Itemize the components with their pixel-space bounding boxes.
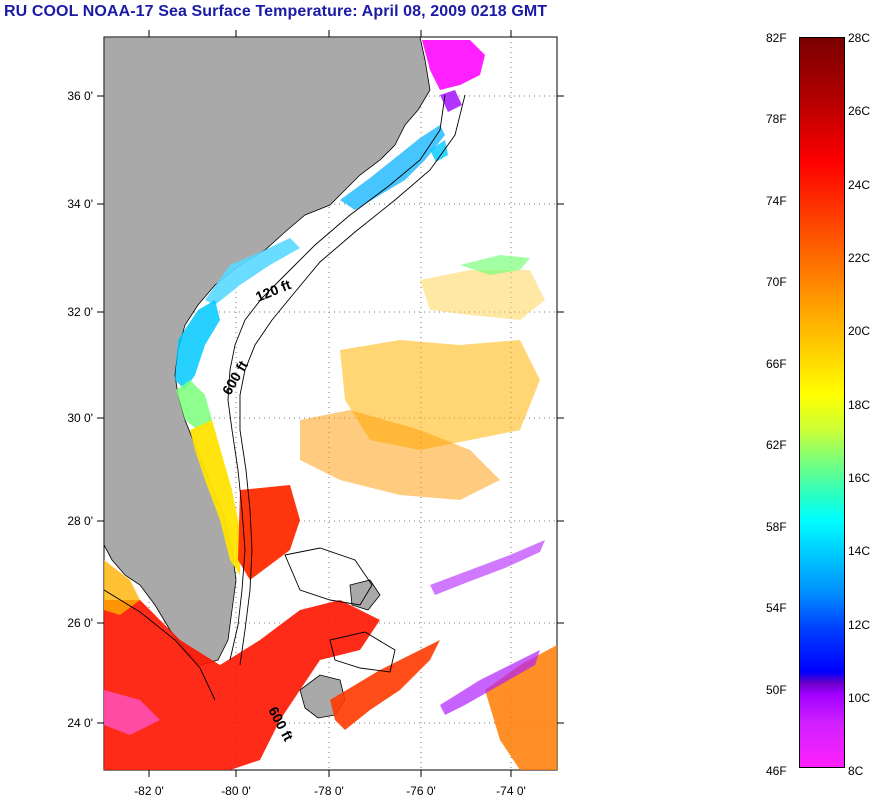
colorbar-f-label: 54F [766,601,787,615]
colorbar-f-label: 74F [766,194,787,208]
colorbar-c-label: 20C [848,324,871,338]
colorbar-f-label: 66F [766,357,787,371]
colorbar-c-label: 14C [848,544,871,558]
colorbar-c-label: 26C [848,104,871,118]
colorbar-c-label: 16C [848,471,871,485]
lat-label: 34 0' [67,197,93,211]
colorbar-c-label: 24C [848,178,871,192]
colorbar-f-label: 82F [766,31,787,45]
colorbar-f-label: 70F [766,275,787,289]
sst-data [104,40,557,770]
lon-label: -78 0' [314,784,344,798]
colorbar-f-label: 78F [766,112,787,126]
lat-label: 32 0' [67,305,93,319]
colorbar-f-label: 58F [766,520,787,534]
lat-label: 28 0' [67,514,93,528]
lon-label: -82 0' [134,784,164,798]
axis-ticks [97,30,564,777]
colorbar-c-label: 18C [848,398,871,412]
colorbar-c-label: 22C [848,251,871,265]
lat-label: 24 0' [67,716,93,730]
lon-label: -74 0' [496,784,526,798]
colorbar-c-label: 28C [848,31,871,45]
lon-label: -76 0' [406,784,436,798]
colorbar-f-label: 50F [766,683,787,697]
lat-label: 36 0' [67,89,93,103]
map-title: RU COOL NOAA-17 Sea Surface Temperature:… [4,3,548,20]
colorbar-f-label: 46F [766,764,787,778]
lat-label: 30 0' [67,411,93,425]
lon-label: -80 0' [221,784,251,798]
island-bahamas [349,579,381,611]
depth-contours [103,94,466,701]
temperature-colorbar [799,37,845,768]
colorbar-c-label: 10C [848,691,871,705]
colorbar-c-label: 8C [848,764,864,778]
lat-label: 26 0' [67,616,93,630]
colorbar-c-label: 12C [848,618,871,632]
colorbar-f-label: 62F [766,438,787,452]
